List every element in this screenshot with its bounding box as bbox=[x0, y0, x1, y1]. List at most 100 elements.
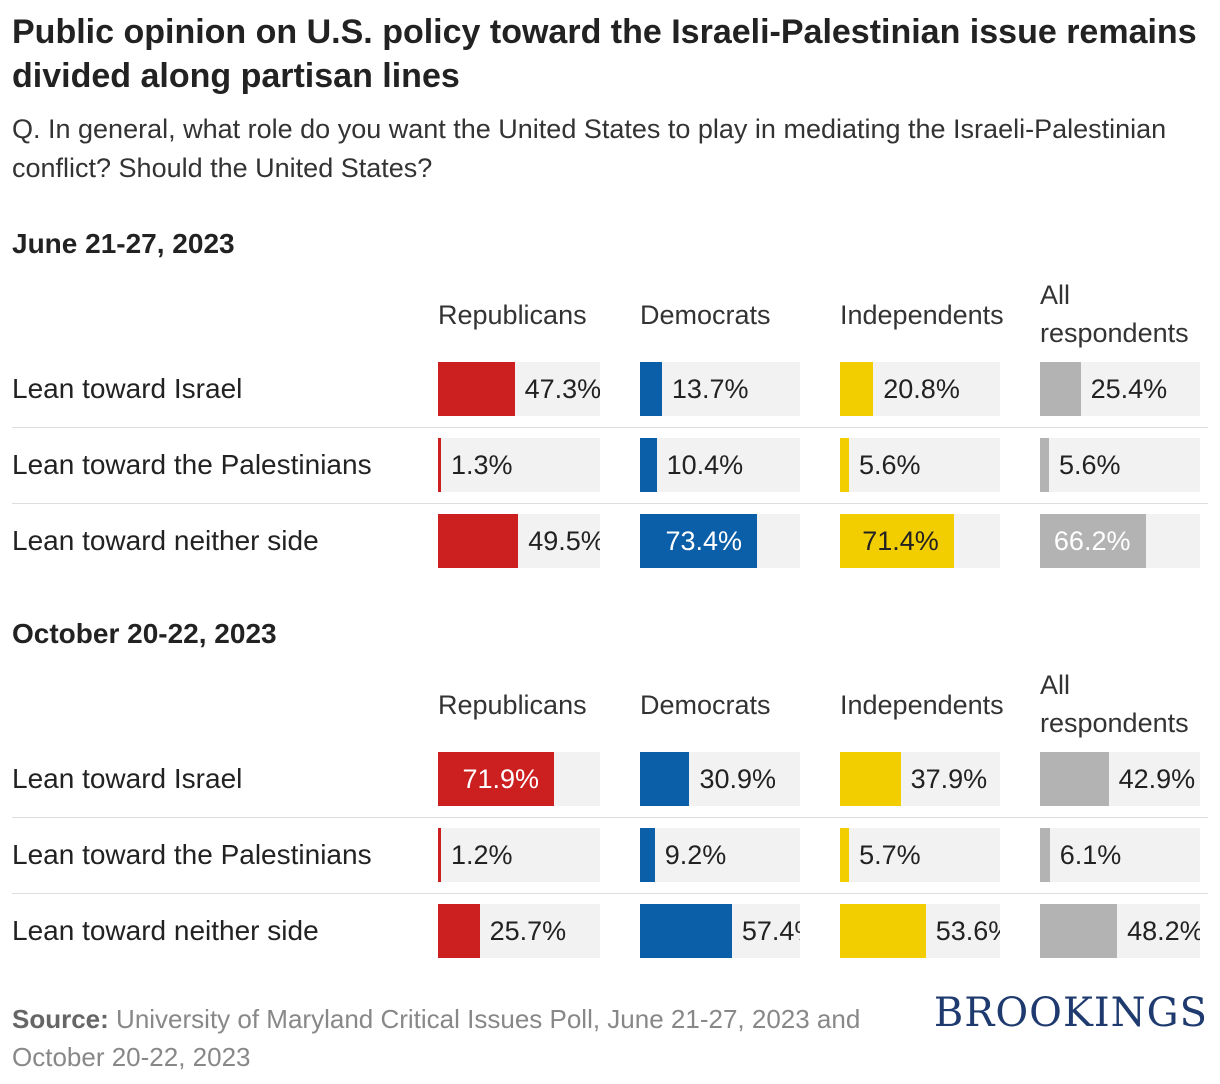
bar-track: 25.7% bbox=[438, 904, 600, 958]
row-label: Lean toward the Palestinians bbox=[12, 839, 372, 870]
bar-track: 25.4% bbox=[1040, 362, 1200, 416]
column-header-all-respondents: All respondents bbox=[1040, 280, 1189, 348]
column-header-democrats: Democrats bbox=[640, 690, 771, 720]
source-label: Source: bbox=[12, 1004, 109, 1034]
bar-republicans-lean-toward-neither-side bbox=[438, 904, 480, 958]
data-label: 49.5% bbox=[528, 526, 600, 556]
column-header-democrats: Democrats bbox=[640, 300, 771, 330]
data-label: 57.4% bbox=[741, 916, 800, 946]
data-label: 1.2% bbox=[451, 840, 513, 870]
data-label: 25.7% bbox=[489, 916, 567, 946]
bar-track: 5.6% bbox=[1040, 438, 1200, 492]
data-label: 25.4% bbox=[1090, 374, 1168, 404]
bar-republicans-lean-toward-the-palestinians bbox=[438, 438, 441, 492]
data-label: 6.1% bbox=[1059, 840, 1122, 870]
data-label: 1.3% bbox=[451, 450, 513, 480]
bar-democrats-lean-toward-israel bbox=[640, 752, 690, 806]
data-label: 9.2% bbox=[664, 840, 727, 870]
data-label: 66.2% bbox=[1053, 526, 1131, 556]
data-label: 30.9% bbox=[699, 764, 776, 794]
panel-title: October 20-22, 2023 bbox=[12, 618, 277, 649]
data-label: 13.7% bbox=[671, 374, 749, 404]
bar-republicans-lean-toward-neither-side bbox=[438, 514, 519, 568]
row-divider bbox=[12, 893, 1208, 894]
bar-all-respondents-lean-toward-the-palestinians bbox=[1040, 438, 1049, 492]
data-label: 47.3% bbox=[524, 374, 600, 404]
data-label: 5.6% bbox=[1058, 450, 1121, 480]
bar-track: 57.4% bbox=[640, 904, 800, 958]
row-label: Lean toward the Palestinians bbox=[12, 449, 372, 480]
bar-track: 9.2% bbox=[640, 828, 800, 882]
row-label: Lean toward neither side bbox=[12, 915, 319, 946]
bar-track: 42.9% bbox=[1040, 752, 1200, 806]
bar-independents-lean-toward-the-palestinians bbox=[840, 828, 850, 882]
bar-democrats-lean-toward-the-palestinians bbox=[640, 828, 655, 882]
bar-republicans-lean-toward-the-palestinians bbox=[438, 828, 441, 882]
bar-track: 49.5% bbox=[438, 514, 600, 568]
bar-republicans-lean-toward-israel bbox=[438, 362, 515, 416]
bar-republicans-lean-toward-israel bbox=[438, 752, 555, 806]
chart-title: Public opinion on U.S. policy toward the… bbox=[12, 13, 1197, 95]
bar-democrats-lean-toward-the-palestinians bbox=[640, 438, 657, 492]
bar-independents-lean-toward-neither-side bbox=[840, 514, 955, 568]
row-label: Lean toward Israel bbox=[12, 763, 243, 794]
row-divider bbox=[12, 817, 1208, 818]
data-label: 71.9% bbox=[462, 764, 540, 794]
data-label: 5.7% bbox=[859, 840, 921, 870]
bar-democrats-lean-toward-israel bbox=[640, 362, 662, 416]
data-label: 5.6% bbox=[858, 450, 921, 480]
chart-subtitle: Q. In general, what role do you want the… bbox=[12, 114, 1167, 183]
column-header-independents: Independents bbox=[840, 690, 1004, 720]
chart-panel-2: October 20-22, 2023 Republicans Democrats I… bbox=[0, 618, 1220, 978]
data-label: 10.4% bbox=[666, 450, 744, 480]
column-header-independents: Independents bbox=[840, 300, 1004, 330]
data-label: 20.8% bbox=[883, 374, 960, 404]
row-label: Lean toward Israel bbox=[12, 373, 243, 404]
column-header-republicans: Republicans bbox=[438, 300, 587, 330]
bar-track: 48.2% bbox=[1040, 904, 1200, 958]
bar-track: 1.3% bbox=[438, 438, 600, 492]
bar-all-respondents-lean-toward-the-palestinians bbox=[1040, 828, 1050, 882]
row-divider bbox=[12, 427, 1208, 428]
bar-track: 30.9% bbox=[640, 752, 800, 806]
chart-panel-1: June 21-27, 2023 Republicans Democrats Inde… bbox=[0, 228, 1220, 588]
bar-track: 1.2% bbox=[438, 828, 600, 882]
bar-all-respondents-lean-toward-israel bbox=[1040, 362, 1081, 416]
bar-independents-lean-toward-the-palestinians bbox=[840, 438, 849, 492]
bar-track: 10.4% bbox=[640, 438, 800, 492]
data-label: 73.4% bbox=[665, 526, 742, 556]
bar-track: 20.8% bbox=[840, 362, 1000, 416]
bar-track: 71.4% bbox=[840, 514, 1000, 568]
bar-track: 13.7% bbox=[640, 362, 800, 416]
bar-track: 6.1% bbox=[1040, 828, 1200, 882]
bar-track: 73.4% bbox=[640, 514, 800, 568]
data-label: 37.9% bbox=[910, 764, 988, 794]
column-header-all-respondents: All respondents bbox=[1040, 670, 1189, 738]
bar-democrats-lean-toward-neither-side bbox=[640, 514, 758, 568]
data-label: 42.9% bbox=[1118, 764, 1196, 794]
bar-all-respondents-lean-toward-israel bbox=[1040, 752, 1109, 806]
bar-independents-lean-toward-israel bbox=[840, 362, 874, 416]
data-label: 71.4% bbox=[862, 526, 939, 556]
bar-track: 66.2% bbox=[1040, 514, 1200, 568]
row-label: Lean toward neither side bbox=[12, 525, 319, 556]
bar-track: 5.7% bbox=[840, 828, 1000, 882]
bar-track: 47.3% bbox=[438, 362, 600, 416]
row-divider bbox=[12, 503, 1208, 504]
bar-democrats-lean-toward-neither-side bbox=[640, 904, 732, 958]
source-note: Source: University of Maryland Critical … bbox=[12, 1000, 892, 1076]
bar-track: 5.6% bbox=[840, 438, 1000, 492]
brookings-logo: BROOKINGS bbox=[933, 990, 1208, 1036]
bar-all-respondents-lean-toward-neither-side bbox=[1040, 514, 1146, 568]
panel-title: June 21-27, 2023 bbox=[12, 228, 235, 259]
bar-independents-lean-toward-neither-side bbox=[840, 904, 926, 958]
source-text: University of Maryland Critical Issues P… bbox=[12, 1004, 861, 1072]
bar-track: 53.6% bbox=[840, 904, 1000, 958]
bar-track: 37.9% bbox=[840, 752, 1000, 806]
bar-track: 71.9% bbox=[438, 752, 600, 806]
bar-independents-lean-toward-israel bbox=[840, 752, 901, 806]
data-label: 53.6% bbox=[935, 916, 1000, 946]
column-header-republicans: Republicans bbox=[438, 690, 587, 720]
bar-all-respondents-lean-toward-neither-side bbox=[1040, 904, 1118, 958]
data-label: 48.2% bbox=[1127, 916, 1200, 946]
